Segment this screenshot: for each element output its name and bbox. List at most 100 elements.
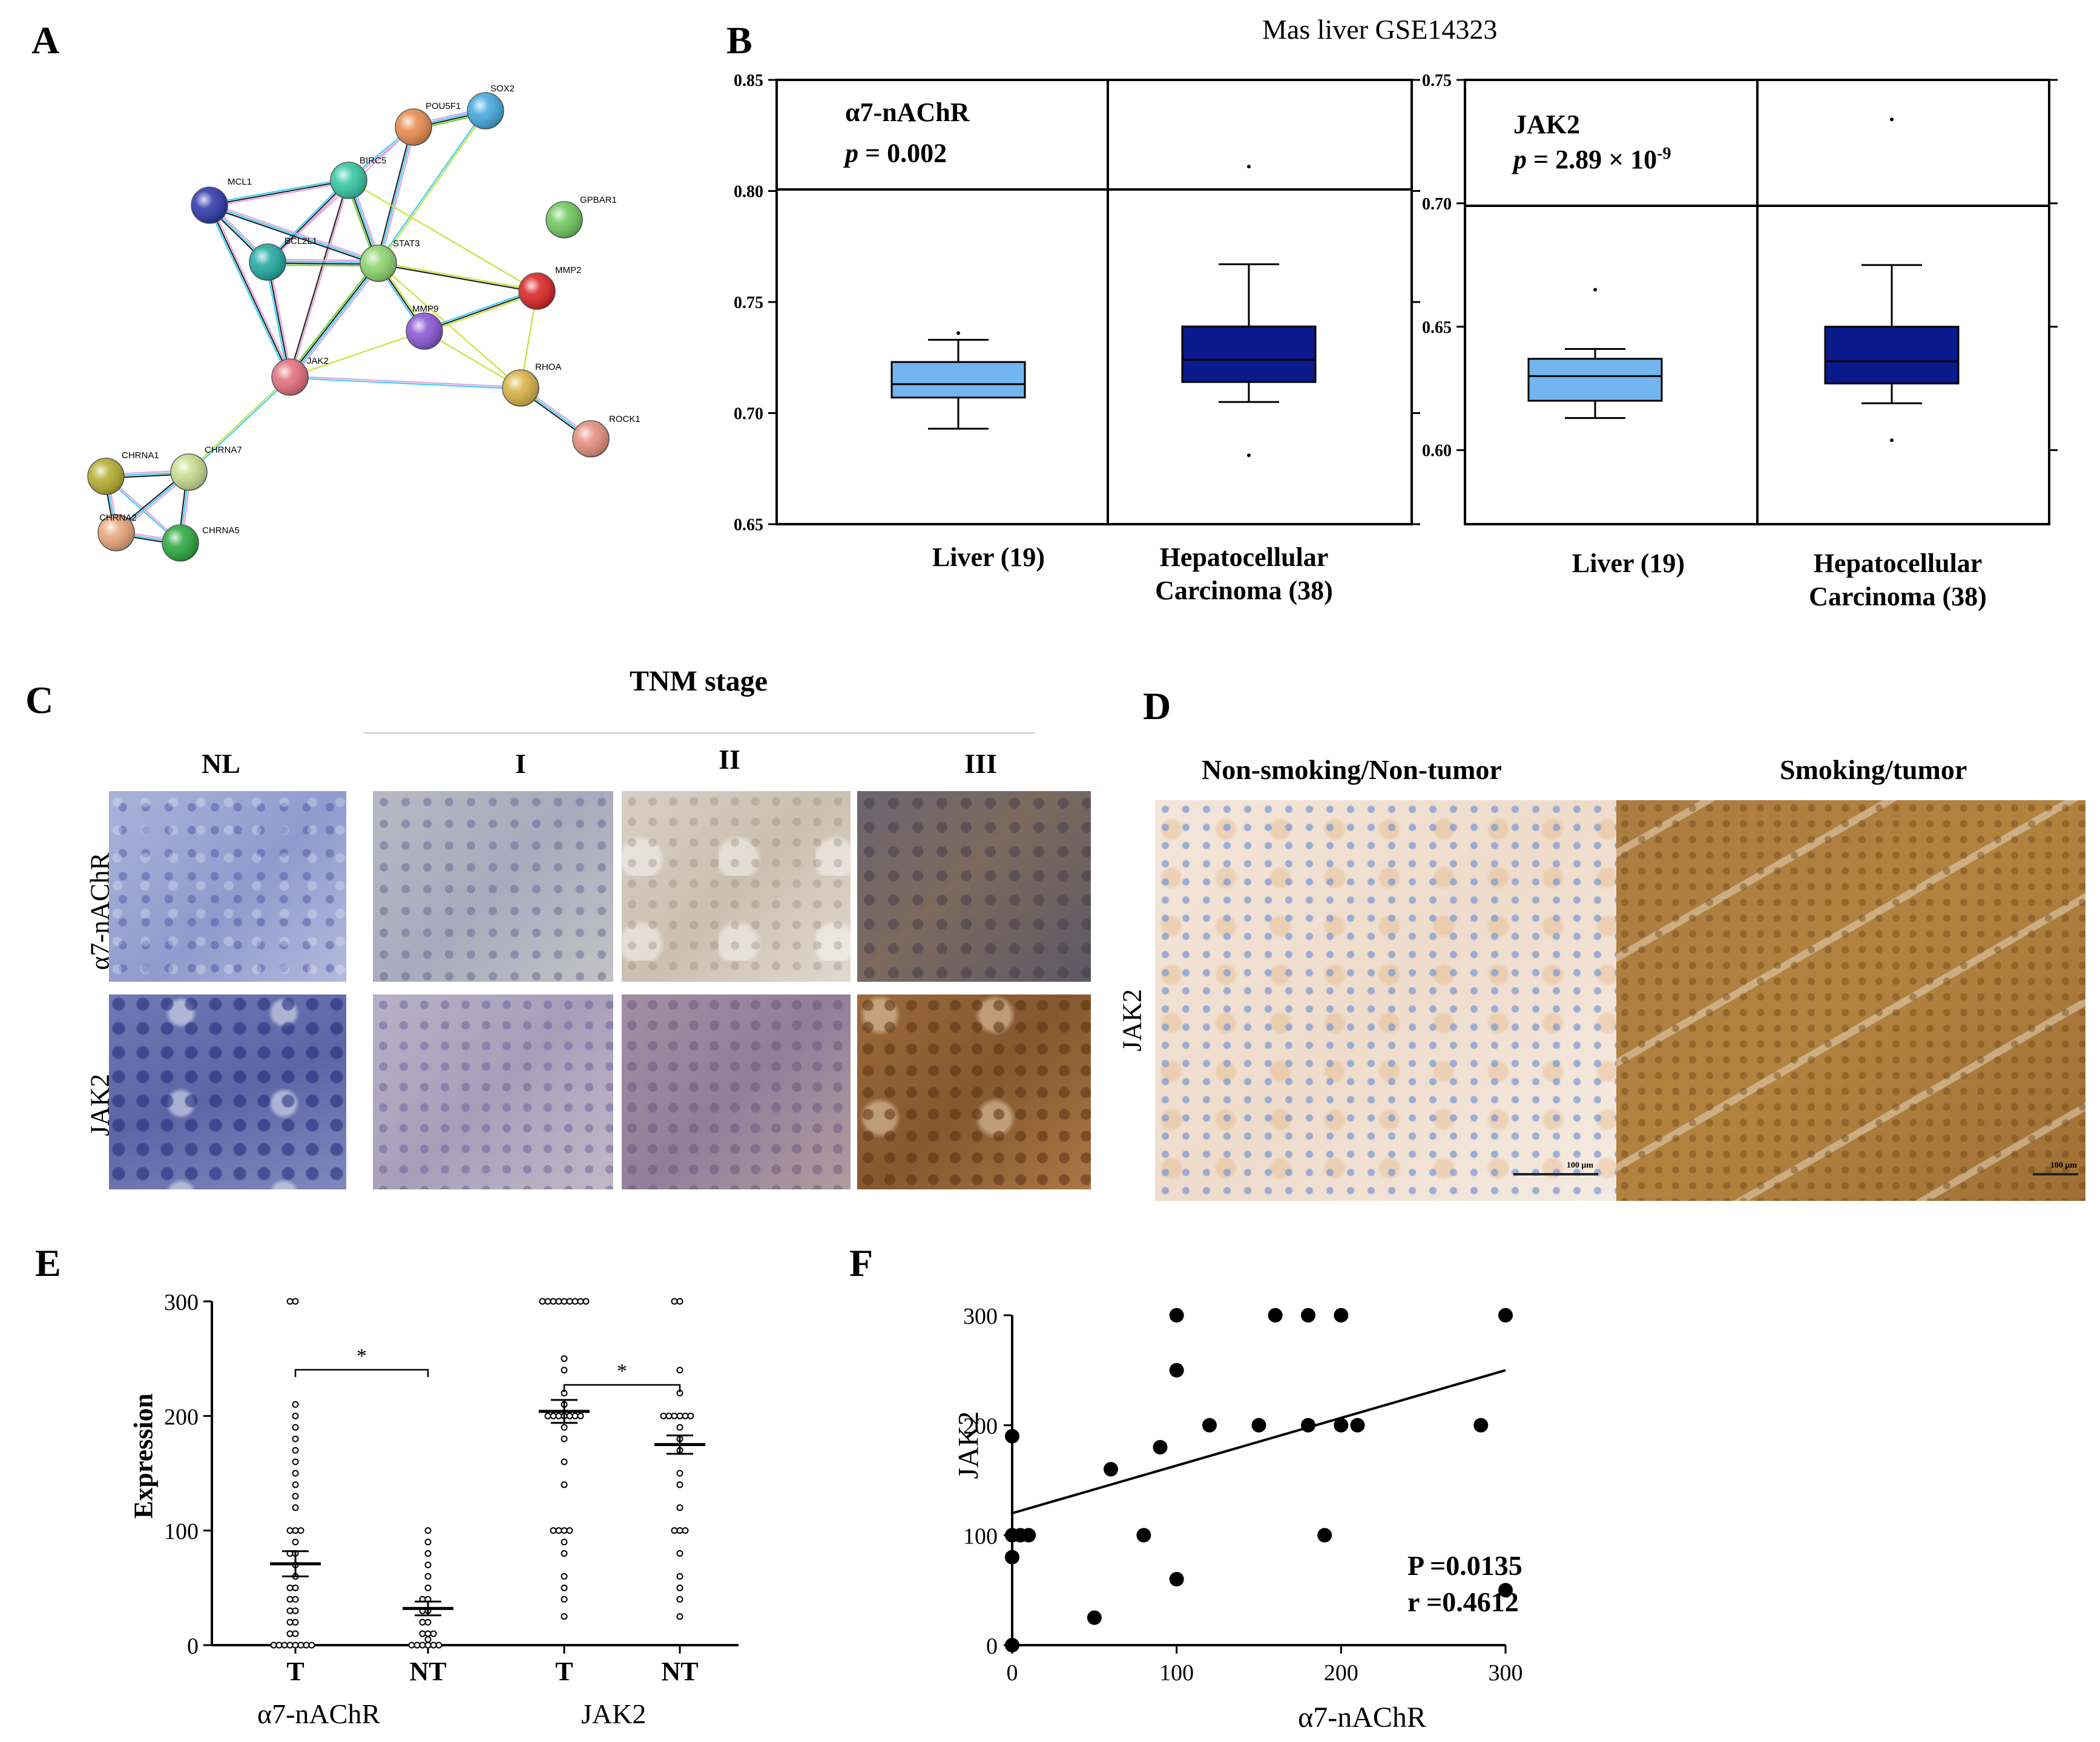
e-point-0-31 [286, 1642, 294, 1649]
e-point-1-12 [424, 1630, 432, 1637]
f-point-21 [1350, 1418, 1365, 1433]
f-ytick-label-0: 300 [963, 1304, 998, 1329]
b-box-0-1 [1181, 325, 1317, 383]
panel-letter-f: F [849, 1241, 874, 1284]
edge-MMP2-MMP9 [423, 289, 537, 330]
e-point-0-24 [292, 1607, 299, 1614]
b-box-1-1 [1824, 326, 1960, 385]
node-shine-chrna1 [88, 458, 124, 495]
f-point-13 [1202, 1418, 1217, 1433]
e-point-0-8 [292, 1470, 299, 1477]
node-mmp2: MMP2 [518, 265, 581, 310]
edge-BIRC5-BCL2L1 [266, 179, 348, 261]
b1-gene-label: α7-nAChR [845, 97, 970, 127]
edge-BIRC5-MCL1 [209, 181, 349, 208]
node-label-bcl2l1: BCL2L1 [285, 236, 317, 246]
e-point-1-13 [419, 1630, 426, 1637]
b1-pvalue: p = 0.002 [845, 138, 947, 168]
e-point-1-2 [424, 1550, 432, 1557]
node-pou5f1: POU5F1 [395, 101, 461, 146]
edge-SOX2-STAT3 [378, 111, 487, 265]
ihc-jak2-stage3 [857, 994, 1091, 1189]
node-shine-chrna7 [171, 454, 207, 490]
scatter-correlation: 0 100 200 300 300 200 100 0 [963, 1304, 1523, 1686]
node-shine-mcl1 [191, 187, 228, 223]
e-point-3-17 [671, 1527, 678, 1534]
e-point-2-24 [561, 1527, 568, 1534]
f-ylabel: JAK2 [952, 1411, 985, 1479]
e-gene-label-alpha7: α7-nAChR [257, 1698, 381, 1729]
e-point-0-15 [292, 1539, 299, 1546]
e-xtick-label-2: T [555, 1657, 573, 1686]
f-point-23 [1498, 1308, 1513, 1323]
b-outlier-1-1-1 [1890, 438, 1894, 442]
edge-BCL2L1-JAK2 [268, 261, 293, 377]
e-point-2-33 [561, 1613, 568, 1620]
e-point-3-21 [676, 1584, 683, 1591]
f-point-24 [1498, 1583, 1513, 1598]
panel-a-network: POU5F1 SOX2 BIRC5 MCL1 GPBAR1 BCL2L1 STAT3 MMP2… [87, 84, 640, 562]
e-point-3-20 [676, 1573, 683, 1580]
b-ytick-label-1-1: 0.70 [1422, 195, 1452, 214]
edge-STAT3-JAK2 [291, 265, 381, 380]
edge-BCL2L1-STAT3 [267, 264, 378, 267]
e-point-2-29 [561, 1550, 568, 1557]
e-point-0-21 [286, 1584, 294, 1591]
e-point-1-14 [430, 1630, 437, 1637]
scale-label-left: 100 μm [1566, 1161, 1593, 1170]
edge-BIRC5-BCL2L1 [268, 181, 351, 264]
node-shine-rock1 [573, 421, 609, 457]
b-outlier-1-1-0 [1890, 117, 1894, 122]
ihc-jak2-nonsmoking-nontumor: 100 μm [1155, 800, 1616, 1201]
e-point-0-9 [292, 1481, 299, 1488]
node-label-birc5: BIRC5 [360, 156, 386, 166]
edge-STAT3-JAK2 [287, 261, 377, 376]
edge-BIRC5-MCL1 [209, 179, 349, 206]
ihc-jak2-stage2 [622, 994, 851, 1189]
node-shine-chrna5 [162, 525, 199, 561]
edge-BCL2L1-JAK2 [265, 262, 289, 378]
boxplot-jak2: 0.75 0.70 0.65 0.60 [1422, 71, 2058, 525]
e-point-1-19 [413, 1642, 421, 1649]
e-point-0-23 [286, 1596, 294, 1603]
e-point-2-30 [561, 1573, 568, 1580]
edge-BIRC5-JAK2 [288, 180, 349, 377]
edge-MMP2-MMP9 [424, 290, 538, 332]
e-point-2-2 [566, 1298, 573, 1305]
b-box-0-0 [890, 361, 1026, 399]
edge-JAK2-CHRNA7 [188, 376, 290, 472]
e-point-2-17 [571, 1412, 579, 1419]
d-right-title: Smoking/tumor [1780, 754, 1967, 785]
e-point-2-22 [561, 1458, 568, 1465]
tnm-stage-header: TNM stage [630, 665, 768, 697]
ihc-jak2-nl [109, 994, 346, 1189]
edge-BIRC5-MMP2 [348, 180, 538, 292]
ihc-alpha7-stage2 [622, 791, 851, 982]
f-point-17 [1301, 1418, 1315, 1433]
panel-b-boxplots: 0.85 0.80 0.75 0.70 0.65 0.75 0.70 0.65 0.60 [734, 71, 2058, 534]
node-label-chrna7: CHRNA7 [205, 445, 242, 455]
b2-xlabel-hcc-1: Hepatocellular [1813, 548, 1983, 578]
edge-MMP9-RHOA [424, 330, 521, 389]
e-point-2-16 [550, 1412, 557, 1419]
e-point-1-1 [424, 1539, 432, 1546]
e-point-2-28 [561, 1539, 568, 1546]
b-ytick-label-1-3: 0.60 [1422, 442, 1452, 461]
e-point-1-20 [435, 1642, 443, 1649]
col-iii: III [964, 748, 997, 779]
e-point-1-5 [424, 1584, 432, 1591]
e-ytick-label-3: 0 [187, 1634, 199, 1659]
e-point-3-22 [676, 1596, 683, 1603]
col-nl: NL [202, 748, 240, 779]
f-ytick-label-1: 200 [963, 1414, 998, 1439]
e-point-0-28 [292, 1630, 299, 1637]
scale-bar-left [1513, 1173, 1598, 1175]
b-outlier-0-0-0 [956, 331, 960, 335]
e-point-2-3 [550, 1298, 557, 1305]
b-ytick-label-0-0: 0.85 [734, 71, 763, 90]
e-point-2-32 [561, 1596, 568, 1603]
f-xtick-label-0: 0 [1007, 1660, 1018, 1686]
edge-MCL1-JAK2 [207, 205, 289, 378]
f-point-5 [1021, 1528, 1036, 1543]
e-point-0-11 [292, 1504, 299, 1511]
